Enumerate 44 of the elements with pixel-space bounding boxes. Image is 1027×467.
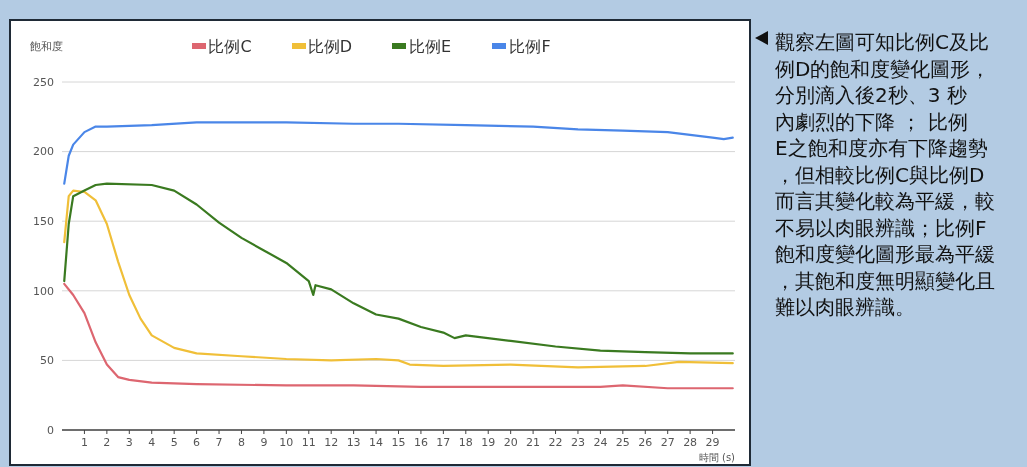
x-tick-label: 13	[346, 436, 361, 449]
x-tick-label: 1	[80, 436, 88, 449]
line-series	[63, 121, 734, 185]
legend-label: 比例F	[509, 37, 551, 56]
legend-label: 比例C	[208, 37, 252, 56]
y-tick-label: 250	[33, 75, 54, 89]
line-series	[63, 282, 734, 390]
x-tick-label: 18	[458, 436, 473, 449]
y-axis-title: 飽和度	[30, 40, 63, 53]
x-tick-label: 3	[125, 436, 133, 449]
y-tick-label: 100	[33, 284, 54, 298]
y-tick-label: 150	[33, 215, 54, 229]
y-tick-label: 50	[40, 354, 54, 368]
x-tick-label: 28	[683, 436, 698, 449]
x-tick-label: 21	[526, 436, 541, 449]
x-tick-label: 5	[170, 436, 178, 449]
x-tick-label: 7	[215, 436, 223, 449]
x-tick-label: 17	[436, 436, 451, 449]
legend-label: 比例E	[408, 37, 452, 56]
x-tick-label: 2	[103, 436, 111, 449]
x-tick-label: 22	[548, 436, 563, 449]
x-tick-label: 10	[279, 436, 294, 449]
x-tick-label: 25	[615, 436, 630, 449]
x-tick-label: 12	[324, 436, 339, 449]
x-tick-label: 8	[237, 436, 245, 449]
x-axis-title: 時間 (s)	[698, 451, 736, 463]
x-tick-label: 16	[413, 436, 428, 449]
x-tick-label: 19	[481, 436, 496, 449]
text: 觀察左圖可知比例C及比例D的飽和度變化圖形，分別滴入後2秒、3 秒內劇烈的下降 ； 比例E之飽和度亦有下降趨勢，但相較比例C與比例D而言其變化較為平緩，較不易以肉眼辨識；比例F飽和度變化圖形最為平緩，其飽和度無明顯變化且難以肉眼辨識。	[775, 30, 995, 319]
x-tick-label: 23	[570, 436, 585, 449]
x-tick-label: 20	[503, 436, 518, 449]
x-tick-label: 29	[705, 436, 720, 449]
x-tick-label: 24	[593, 436, 608, 449]
x-tick-label: 4	[148, 436, 156, 449]
x-tick-label: 15	[391, 436, 406, 449]
y-tick-label: 0	[47, 423, 54, 437]
x-tick-label: 6	[193, 436, 201, 449]
y-tick-label: 200	[33, 145, 54, 159]
x-tick-label: 27	[660, 436, 675, 449]
x-tick-label: 14	[369, 436, 384, 449]
x-tick-label: 9	[260, 436, 268, 449]
x-tick-label: 11	[301, 436, 316, 449]
legend-label: 比例D	[307, 37, 353, 56]
x-tick-label: 26	[638, 436, 653, 449]
